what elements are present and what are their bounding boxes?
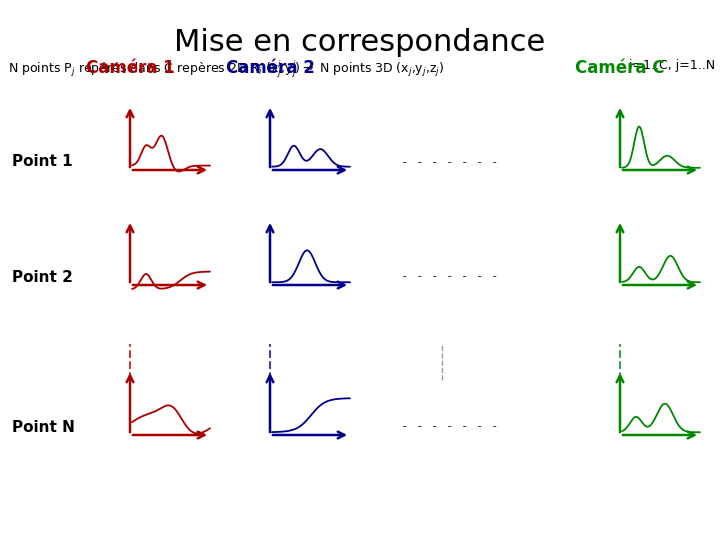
Text: Mise en correspondance: Mise en correspondance [174,28,546,57]
Text: Caméra 1: Caméra 1 [86,59,174,77]
Text: i=1..C, j=1..N: i=1..C, j=1..N [629,59,715,72]
Text: - - - - - - -: - - - - - - - [401,421,499,434]
Text: Caméra 2: Caméra 2 [225,59,315,77]
Text: Point 1: Point 1 [12,154,73,170]
Text: Point 2: Point 2 [12,269,73,285]
Text: Point N: Point N [12,420,75,435]
Text: N points P$_j$ repérés dans C repères 2D R$_i$ (x$^i_j$,y$^i_j$)$\rightarrow$ N : N points P$_j$ repérés dans C repères 2D… [8,59,444,80]
Text: - - - - - - -: - - - - - - - [401,271,499,284]
Text: Caméra C: Caméra C [575,59,665,77]
Text: - - - - - - -: - - - - - - - [401,156,499,168]
